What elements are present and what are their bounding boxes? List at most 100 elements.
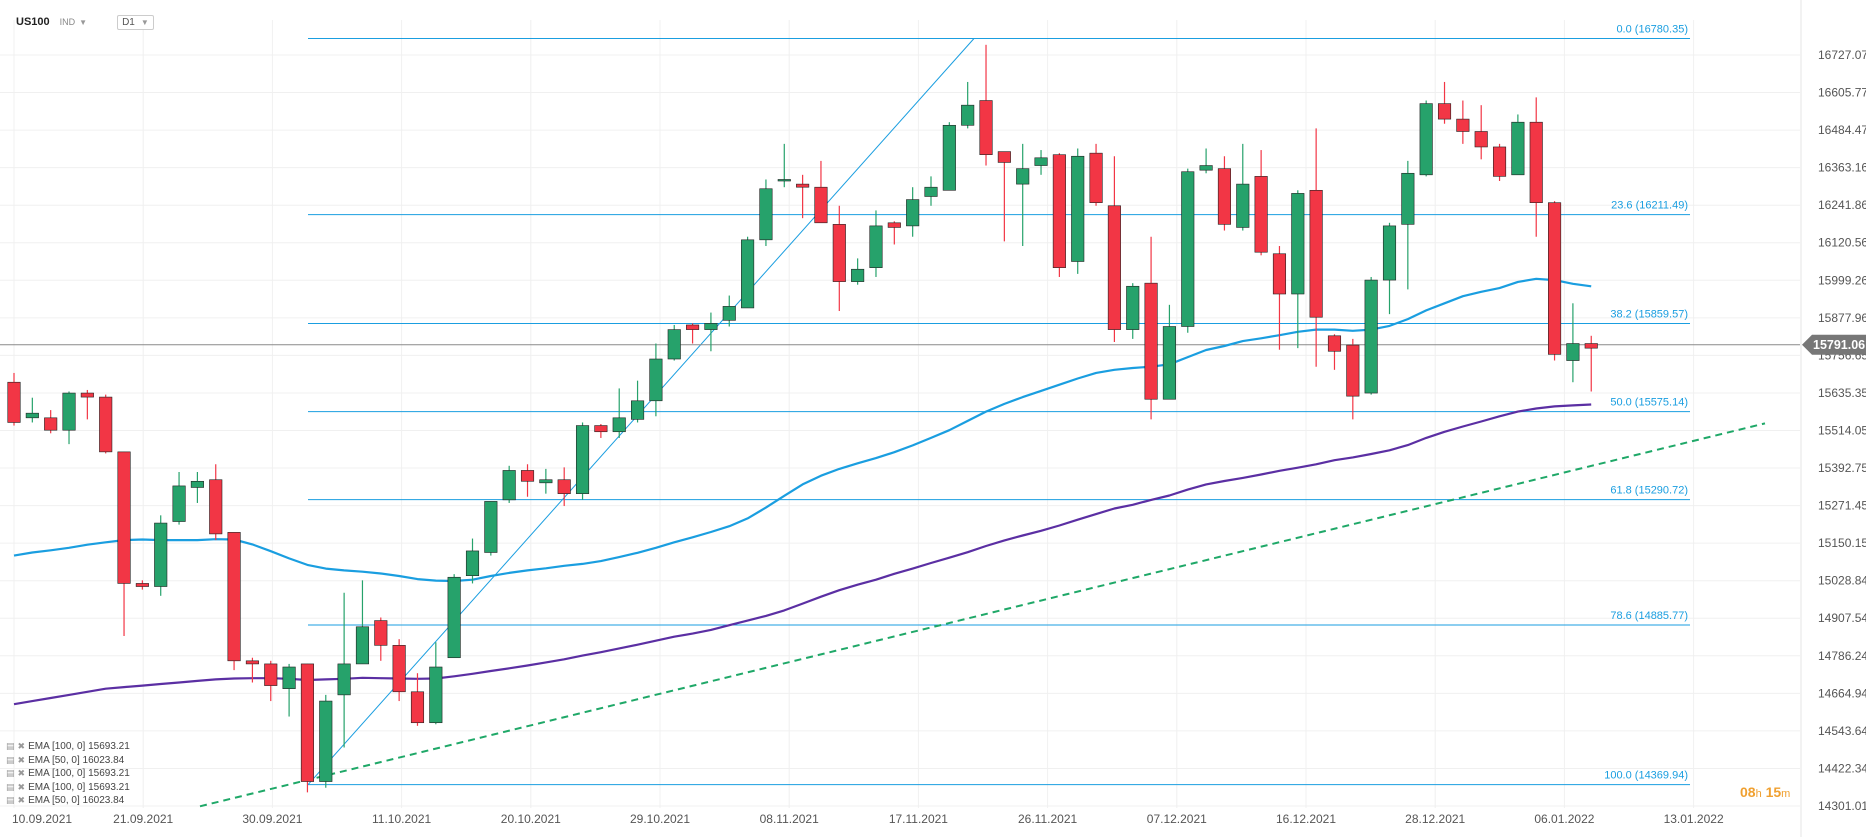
candle	[520, 464, 535, 497]
timeframe-label: D1	[122, 16, 135, 28]
candle	[1584, 335, 1598, 392]
legend-item: ▤ ✖ EMA [50, 0] 16023.84	[6, 754, 130, 768]
candle-body	[410, 691, 425, 724]
candle	[319, 694, 333, 788]
candle-body	[172, 485, 186, 522]
ema-50-line	[13, 277, 1592, 583]
chevron-down-icon: ▼	[140, 17, 149, 27]
candle-body	[484, 501, 498, 553]
y-axis: 16727.07 16605.77 16484.47 16363.16 16241.86…	[1818, 48, 1866, 813]
candle-body	[594, 425, 608, 433]
candle-body	[851, 268, 865, 282]
candle-body	[1291, 193, 1305, 295]
y-tick-label: 16120.56	[1818, 236, 1866, 250]
candle	[1419, 100, 1433, 177]
visibility-icon[interactable]: ▤	[6, 795, 15, 805]
candle	[154, 515, 168, 596]
trend-line	[199, 422, 1766, 808]
candle-body	[575, 425, 590, 494]
candle	[777, 143, 791, 188]
chevron-down-icon: ▼	[79, 17, 88, 27]
candle	[832, 205, 846, 312]
visibility-icon[interactable]: ▤	[6, 768, 15, 778]
candle	[1327, 334, 1342, 370]
candle	[851, 258, 865, 285]
candle-body	[1437, 103, 1452, 120]
candle-countdown: 08h 15m	[1740, 784, 1790, 800]
candle	[117, 451, 131, 637]
candle-body	[1529, 121, 1543, 203]
candle-body	[1566, 343, 1580, 361]
candle	[575, 422, 590, 500]
candle	[264, 660, 278, 702]
candle	[1217, 156, 1231, 231]
fib-level-label: 38.2 (15859.57)	[1610, 309, 1688, 321]
timeframe-dropdown[interactable]: D1 ▼	[117, 14, 154, 30]
y-tick-label: 15271.45	[1818, 499, 1866, 513]
candle-body	[1548, 202, 1562, 355]
candle	[1474, 105, 1488, 160]
y-tick-label: 16241.86	[1818, 198, 1866, 212]
close-icon[interactable]: ✖	[17, 795, 26, 805]
candle-body	[1089, 152, 1103, 203]
legend-label: EMA [50, 0] 16023.84	[28, 795, 125, 806]
x-tick-label: 26.11.2021	[1018, 812, 1077, 826]
indicator-legend: ▤ ✖ EMA [100, 0] 15693.21 ▤ ✖ EMA [50, 0…	[6, 740, 130, 808]
candle	[7, 372, 21, 426]
candle-body	[1162, 326, 1176, 400]
candle	[410, 673, 425, 726]
x-tick-label: 13.01.2022	[1664, 812, 1724, 826]
legend-label: EMA [100, 0] 15693.21	[28, 741, 130, 752]
y-tick-label: 16727.07	[1818, 48, 1866, 62]
candle-body	[355, 626, 370, 665]
candle-body	[887, 222, 901, 228]
x-tick-label: 16.12.2021	[1276, 812, 1336, 826]
visibility-icon[interactable]: ▤	[6, 741, 15, 751]
candle-body	[1511, 121, 1525, 176]
grid	[0, 20, 1800, 808]
candle-body	[429, 666, 443, 724]
legend-item: ▤ ✖ EMA [100, 0] 15693.21	[6, 781, 130, 795]
candle-body	[62, 392, 76, 431]
candle-body	[319, 700, 333, 782]
y-tick-label: 15635.35	[1818, 386, 1866, 400]
candle	[631, 380, 645, 423]
candle-body	[465, 550, 480, 576]
candle-body	[502, 470, 516, 501]
visibility-icon[interactable]: ▤	[6, 781, 15, 792]
close-icon[interactable]: ✖	[17, 754, 26, 765]
fib-level-label: 100.0 (14369.94)	[1604, 770, 1688, 782]
x-tick-label: 29.10.2021	[630, 812, 690, 826]
candle	[1511, 114, 1525, 176]
exchange-selector[interactable]: IND ▼	[60, 17, 87, 27]
visibility-icon[interactable]: ▤	[6, 754, 15, 765]
x-tick-label: 08.11.2021	[760, 812, 819, 826]
candle	[1346, 338, 1360, 420]
candle	[484, 501, 498, 556]
close-icon[interactable]: ✖	[17, 768, 26, 778]
candle-body	[979, 100, 993, 155]
candle-body	[631, 400, 645, 420]
y-tick-label: 15999.26	[1818, 273, 1866, 287]
candle	[300, 663, 314, 793]
candle	[429, 642, 443, 725]
y-tick-label: 15150.15	[1818, 536, 1866, 550]
candle-body	[869, 225, 883, 268]
y-tick-label: 14907.54	[1818, 611, 1866, 625]
x-axis: 10.09.2021 21.09.2021 30.09.2021 11.10.2021…	[12, 812, 1724, 826]
candle	[1401, 160, 1415, 290]
candle	[99, 394, 113, 454]
candle	[80, 389, 94, 420]
candle	[1437, 81, 1452, 124]
candle-body	[264, 663, 278, 686]
legend-label: EMA [100, 0] 15693.21	[28, 768, 130, 779]
close-icon[interactable]: ✖	[17, 741, 26, 751]
candle-body	[227, 532, 241, 662]
candle-body	[1456, 118, 1470, 132]
candle	[704, 312, 718, 352]
candle-body	[741, 239, 755, 309]
candle	[686, 323, 700, 344]
close-icon[interactable]: ✖	[17, 781, 26, 792]
